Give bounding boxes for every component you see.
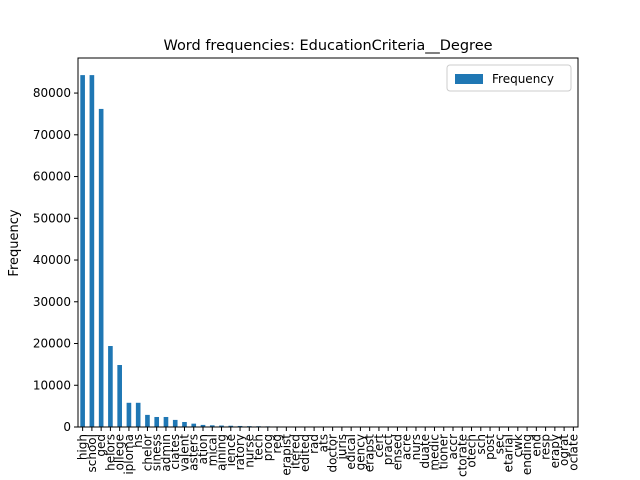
x-tick-label: nurse — [242, 434, 256, 468]
bar — [126, 402, 132, 427]
x-tick-label: erapst — [363, 434, 377, 473]
bar — [98, 108, 104, 427]
legend-box — [446, 64, 572, 92]
plot-frame — [77, 57, 579, 428]
x-tick-label: post — [483, 434, 497, 460]
x-tick-label: tioner — [437, 434, 451, 469]
x-tick-label: ctorate — [455, 434, 469, 477]
x-tick-label: mical — [205, 434, 219, 466]
x-tick-label: cwk — [511, 434, 525, 457]
bar — [172, 419, 178, 427]
bar — [163, 416, 169, 427]
bar — [89, 75, 95, 427]
x-tick-label: ograt — [557, 434, 571, 466]
x-tick-label: ensed — [390, 434, 404, 470]
x-tick-label: high — [76, 434, 90, 460]
x-tick-label: etarial — [502, 434, 516, 472]
x-tick-label: siness — [150, 434, 164, 471]
x-tick-label: erapist — [279, 434, 293, 476]
x-tick-label: asters — [187, 434, 201, 471]
bar — [145, 414, 150, 427]
x-tick-label: acre — [400, 434, 414, 460]
x-tick-label: ged — [94, 434, 108, 457]
bar — [182, 421, 187, 427]
legend-swatch — [455, 74, 483, 84]
x-tick-label: pract — [381, 434, 395, 466]
x-tick-label: admin — [159, 434, 173, 472]
x-tick-label: edited — [298, 434, 312, 472]
x-tick-label: duate — [418, 434, 432, 469]
y-axis-label: Frequency — [7, 209, 22, 276]
x-tick-label: ation — [196, 434, 210, 464]
x-tick-label: medic — [427, 434, 441, 471]
bar — [209, 425, 215, 427]
chart-title: Word frequencies: EducationCriteria__Deg… — [163, 38, 492, 54]
bar — [200, 424, 206, 427]
bar — [237, 425, 243, 427]
y-tick-label: 10000 — [33, 378, 71, 392]
x-tick-label: erapy — [548, 434, 562, 468]
bar — [191, 423, 197, 427]
x-tick-label: ciates — [168, 434, 182, 470]
y-tick-label: 20000 — [33, 337, 71, 351]
x-tick-label: iploma — [122, 434, 136, 475]
x-tick-label: ollege — [113, 434, 127, 470]
y-tick-label: 80000 — [33, 86, 71, 100]
x-tick-label: accr — [446, 434, 460, 460]
x-tick-label: tech — [252, 434, 266, 460]
x-tick-label: valent — [177, 434, 191, 472]
x-tick-label: ending — [520, 434, 534, 475]
x-tick-label: sec — [492, 434, 506, 454]
x-tick-label: chelor — [140, 434, 154, 471]
x-tick-label: cert — [372, 434, 386, 458]
bar — [219, 425, 224, 427]
y-tick-label: 40000 — [33, 253, 71, 267]
x-tick-label: ratory — [233, 434, 247, 470]
bar — [80, 75, 85, 427]
y-tick-label: 60000 — [33, 170, 71, 184]
x-tick-label: sch — [474, 434, 488, 454]
x-tick-label: hs — [131, 434, 145, 448]
x-tick-label: ience — [224, 434, 238, 466]
bar — [228, 425, 234, 427]
bar — [135, 402, 141, 427]
x-tick-label: edical — [344, 434, 358, 470]
bar — [108, 346, 113, 427]
x-tick-label: helors — [103, 434, 117, 471]
x-tick-label: otech — [465, 434, 479, 468]
x-tick-label: resp — [539, 434, 553, 460]
y-tick-label: 50000 — [33, 211, 71, 225]
x-tick-label: end — [529, 434, 543, 457]
x-tick-label: juris — [335, 434, 349, 460]
x-tick-label: rad — [307, 434, 321, 454]
y-tick-label: 70000 — [33, 128, 71, 142]
y-tick-label: 30000 — [33, 295, 71, 309]
x-tick-label: ats — [316, 434, 330, 452]
x-tick-label: aining — [215, 434, 229, 471]
y-tick-label: 0 — [63, 420, 71, 434]
x-tick-label: gency — [353, 434, 367, 470]
x-tick-label: ociate — [566, 434, 580, 471]
x-tick-label: prog — [261, 434, 275, 461]
legend-label: Frequency — [492, 72, 554, 86]
x-tick-label: nurs — [409, 434, 423, 460]
bar — [154, 416, 160, 427]
x-tick-label: reg — [270, 434, 284, 454]
x-tick-label: school — [85, 434, 99, 472]
x-tick-label: doctor — [326, 434, 340, 473]
x-tick-label: itered — [289, 434, 303, 469]
bar — [117, 365, 122, 427]
